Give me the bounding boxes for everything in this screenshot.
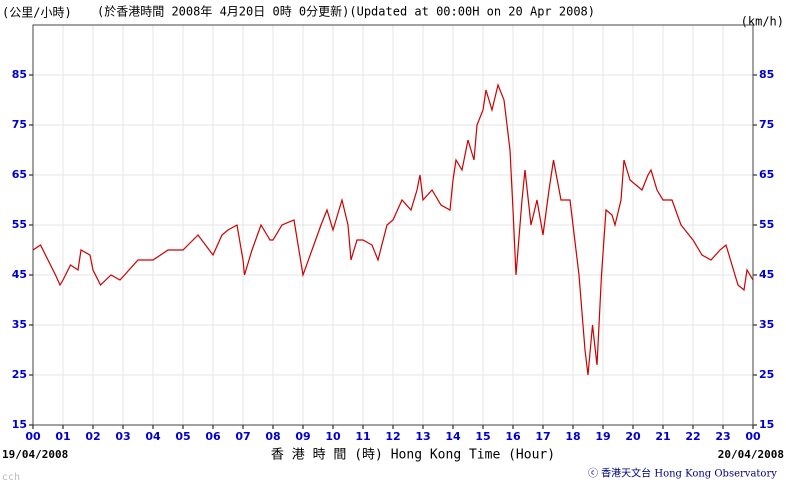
x-tick-label: 11: [355, 430, 370, 443]
x-tick-label: 02: [85, 430, 100, 443]
y-tick-label: 65: [12, 168, 27, 181]
y-tick-label: 45: [759, 268, 774, 281]
x-tick-label: 05: [175, 430, 190, 443]
y-tick-label: 15: [759, 418, 774, 431]
x-tick-label: 03: [115, 430, 130, 443]
wind-line: [32, 83, 754, 376]
x-axis-label: 香 港 時 間 (時) Hong Kong Time (Hour): [271, 448, 555, 463]
y-label-left: (公里/小時): [2, 6, 72, 20]
y-tick-label: 85: [759, 68, 774, 81]
x-tick-label: 17: [535, 430, 550, 443]
y-tick-label: 75: [12, 118, 27, 131]
y-tick-label: 85: [12, 68, 27, 81]
y-tick-label: 25: [759, 368, 774, 381]
x-tick-label: 19: [595, 430, 610, 443]
x-tick-label: 20: [625, 430, 641, 443]
y-tick-label: 15: [12, 418, 27, 431]
x-tick-label: 18: [565, 430, 580, 443]
x-tick-label: 06: [205, 430, 221, 443]
start-date: 19/04/2008: [2, 448, 68, 461]
y-tick-label: 55: [759, 218, 774, 231]
x-tick-label: 10: [325, 430, 341, 443]
x-tick-label: 04: [145, 430, 161, 443]
y-tick-label: 35: [759, 318, 774, 331]
x-tick-label: 16: [505, 430, 521, 443]
x-tick-label: 15: [475, 430, 490, 443]
y-tick-label: 75: [759, 118, 774, 131]
x-tick-label: 01: [55, 430, 70, 443]
x-tick-label: 08: [265, 430, 280, 443]
x-tick-label: 07: [235, 430, 250, 443]
x-tick-label: 23: [715, 430, 730, 443]
y-label-right: (km/h): [741, 15, 784, 29]
x-tick-label: 22: [685, 430, 700, 443]
x-tick-label: 12: [385, 430, 400, 443]
plot-frame: [32, 24, 754, 426]
signature: cch: [2, 472, 20, 483]
credit: ⓒ 香港天文台 Hong Kong Observatory: [588, 467, 777, 480]
x-tick-label: 00: [745, 430, 761, 443]
x-tick-label: 09: [295, 430, 310, 443]
chart-title: (於香港時間 2008年 4月20日 0時 0分更新)(Updated at 0…: [97, 4, 595, 19]
y-tick-label: 45: [12, 268, 27, 281]
y-tick-label: 35: [12, 318, 27, 331]
y-tick-label: 55: [12, 218, 27, 231]
y-tick-label: 25: [12, 368, 27, 381]
y-tick-label: 65: [759, 168, 774, 181]
x-tick-label: 21: [655, 430, 670, 443]
end-date: 20/04/2008: [718, 448, 784, 461]
x-tick-label: 14: [445, 430, 461, 443]
x-tick-label: 00: [25, 430, 41, 443]
x-tick-label: 13: [415, 430, 430, 443]
